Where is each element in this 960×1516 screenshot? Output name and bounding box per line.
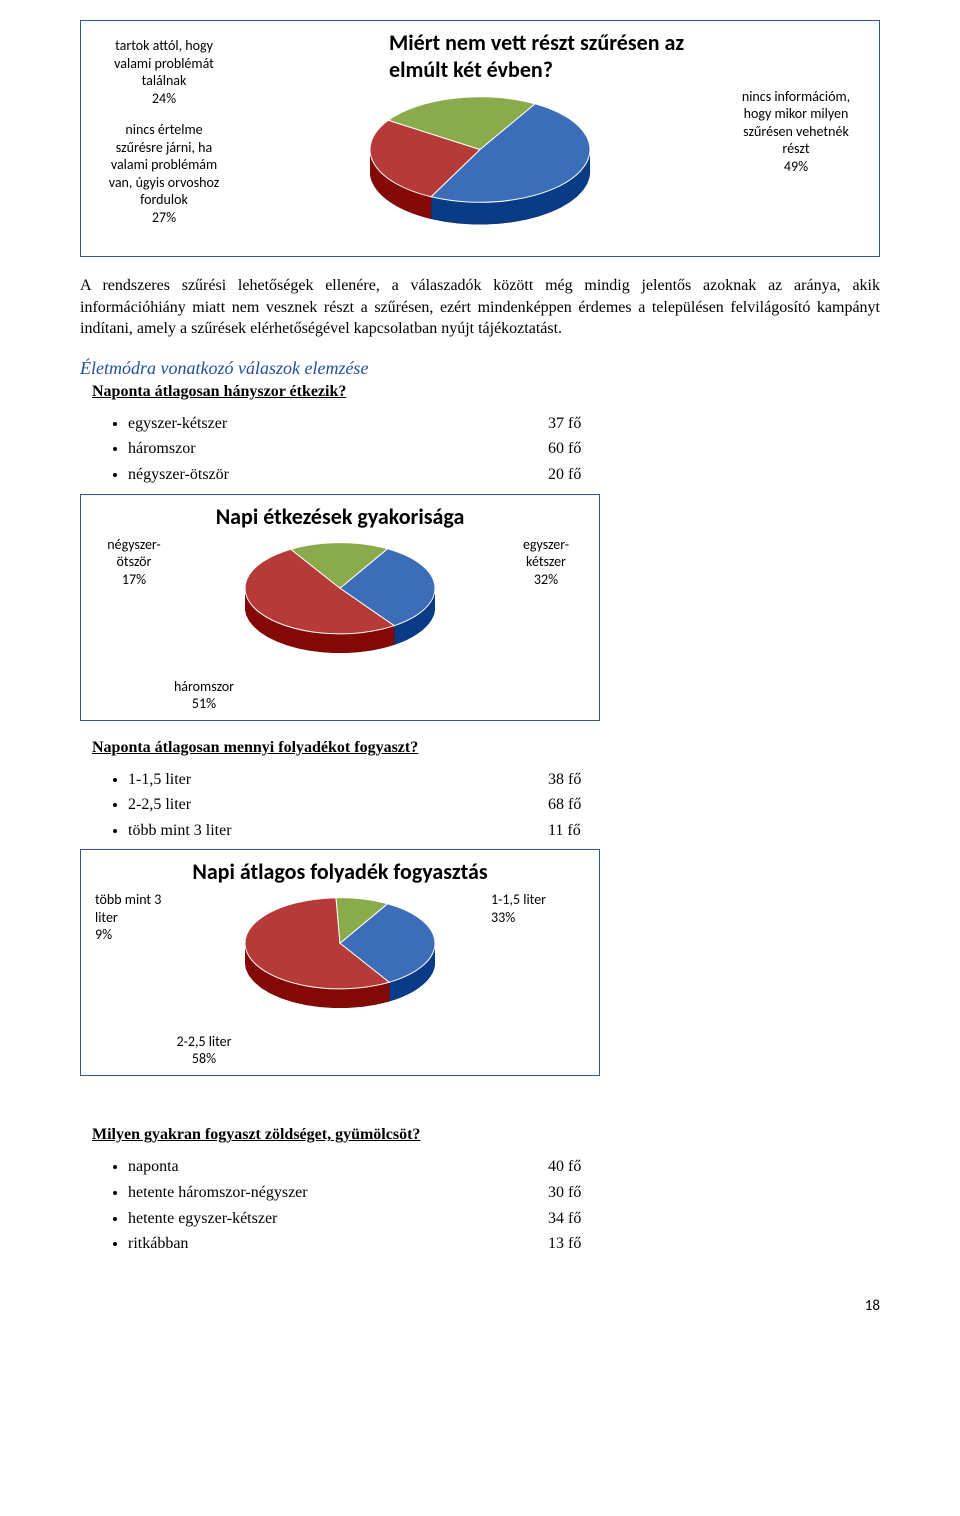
list-veggies: naponta40 főhetente háromszor-négyszer30… (80, 1154, 880, 1256)
chart-fluid: Napi átlagos folyadék fogyasztás több mi… (80, 849, 600, 1076)
chart3-slice2-label: 2-2,5 liter58% (129, 1033, 279, 1067)
chart2-title: Napi étkezések gyakorisága (89, 503, 591, 530)
question-veggies: Milyen gyakran fogyaszt zöldséget, gyümö… (80, 1126, 880, 1144)
chart1-left-labels: tartok attól, hogyvalami problémáttaláln… (89, 37, 239, 240)
list-item: egyszer-kétszer37 fő (128, 411, 880, 437)
chart2-slice3-label: négyszer-ötször17% (89, 536, 179, 589)
list-fluid: 1-1,5 liter38 fő2-2,5 liter68 főtöbb min… (80, 767, 880, 844)
question-meals: Naponta átlagosan hányszor étkezik? (80, 383, 880, 401)
list-item: hetente egyszer-kétszer34 fő (128, 1206, 880, 1232)
page-number: 18 (80, 1297, 880, 1315)
list-item: négyszer-ötször20 fő (128, 462, 880, 488)
chart3-slice3-label: több mint 3liter9% (95, 891, 189, 944)
chart1-right-labels: nincs információm,hogy mikor milyenszűré… (721, 88, 871, 190)
chart-meals: Napi étkezések gyakorisága négyszer-ötsz… (80, 494, 600, 721)
analysis-paragraph: A rendszeres szűrési lehetőségek ellenér… (80, 275, 880, 340)
chart2-pie (245, 536, 435, 674)
chart3-slice1-label: 1-1,5 liter33% (491, 891, 591, 926)
chart3-left-label: több mint 3liter9% (89, 891, 189, 958)
chart-screening-reasons: tartok attól, hogyvalami problémáttaláln… (80, 20, 880, 257)
chart1-slice3-label: tartok attól, hogyvalami problémáttaláln… (89, 37, 239, 107)
list-item: 1-1,5 liter38 fő (128, 767, 880, 793)
chart2-left-label: négyszer-ötször17% (89, 536, 179, 603)
section-title-lifestyle: Életmódra vonatkozó válaszok elemzése (80, 358, 880, 379)
chart1-title: Miért nem vett részt szűrésen az elmúlt … (239, 29, 721, 83)
chart3-right-label: 1-1,5 liter33% (491, 891, 591, 940)
list-item: több mint 3 liter11 fő (128, 818, 880, 844)
question-fluid: Naponta átlagosan mennyi folyadékot fogy… (80, 739, 880, 757)
chart1-slice1-label: nincs információm,hogy mikor milyenszűré… (721, 88, 871, 176)
chart2-right-label: egyszer-kétszer32% (501, 536, 591, 603)
chart2-slice1-label: egyszer-kétszer32% (501, 536, 591, 589)
list-item: háromszor60 fő (128, 436, 880, 462)
list-meals: egyszer-kétszer37 főháromszor60 főnégysz… (80, 411, 880, 488)
list-item: 2-2,5 liter68 fő (128, 792, 880, 818)
list-item: naponta40 fő (128, 1154, 880, 1180)
chart3-title: Napi átlagos folyadék fogyasztás (89, 858, 591, 885)
chart1-slice2-label: nincs értelmeszűrésre járni, havalami pr… (89, 121, 239, 226)
list-item: ritkábban13 fő (128, 1231, 880, 1257)
chart3-pie (245, 891, 435, 1029)
chart1-pie (370, 89, 590, 248)
list-item: hetente háromszor-négyszer30 fő (128, 1180, 880, 1206)
chart2-slice2-label: háromszor51% (129, 678, 279, 712)
